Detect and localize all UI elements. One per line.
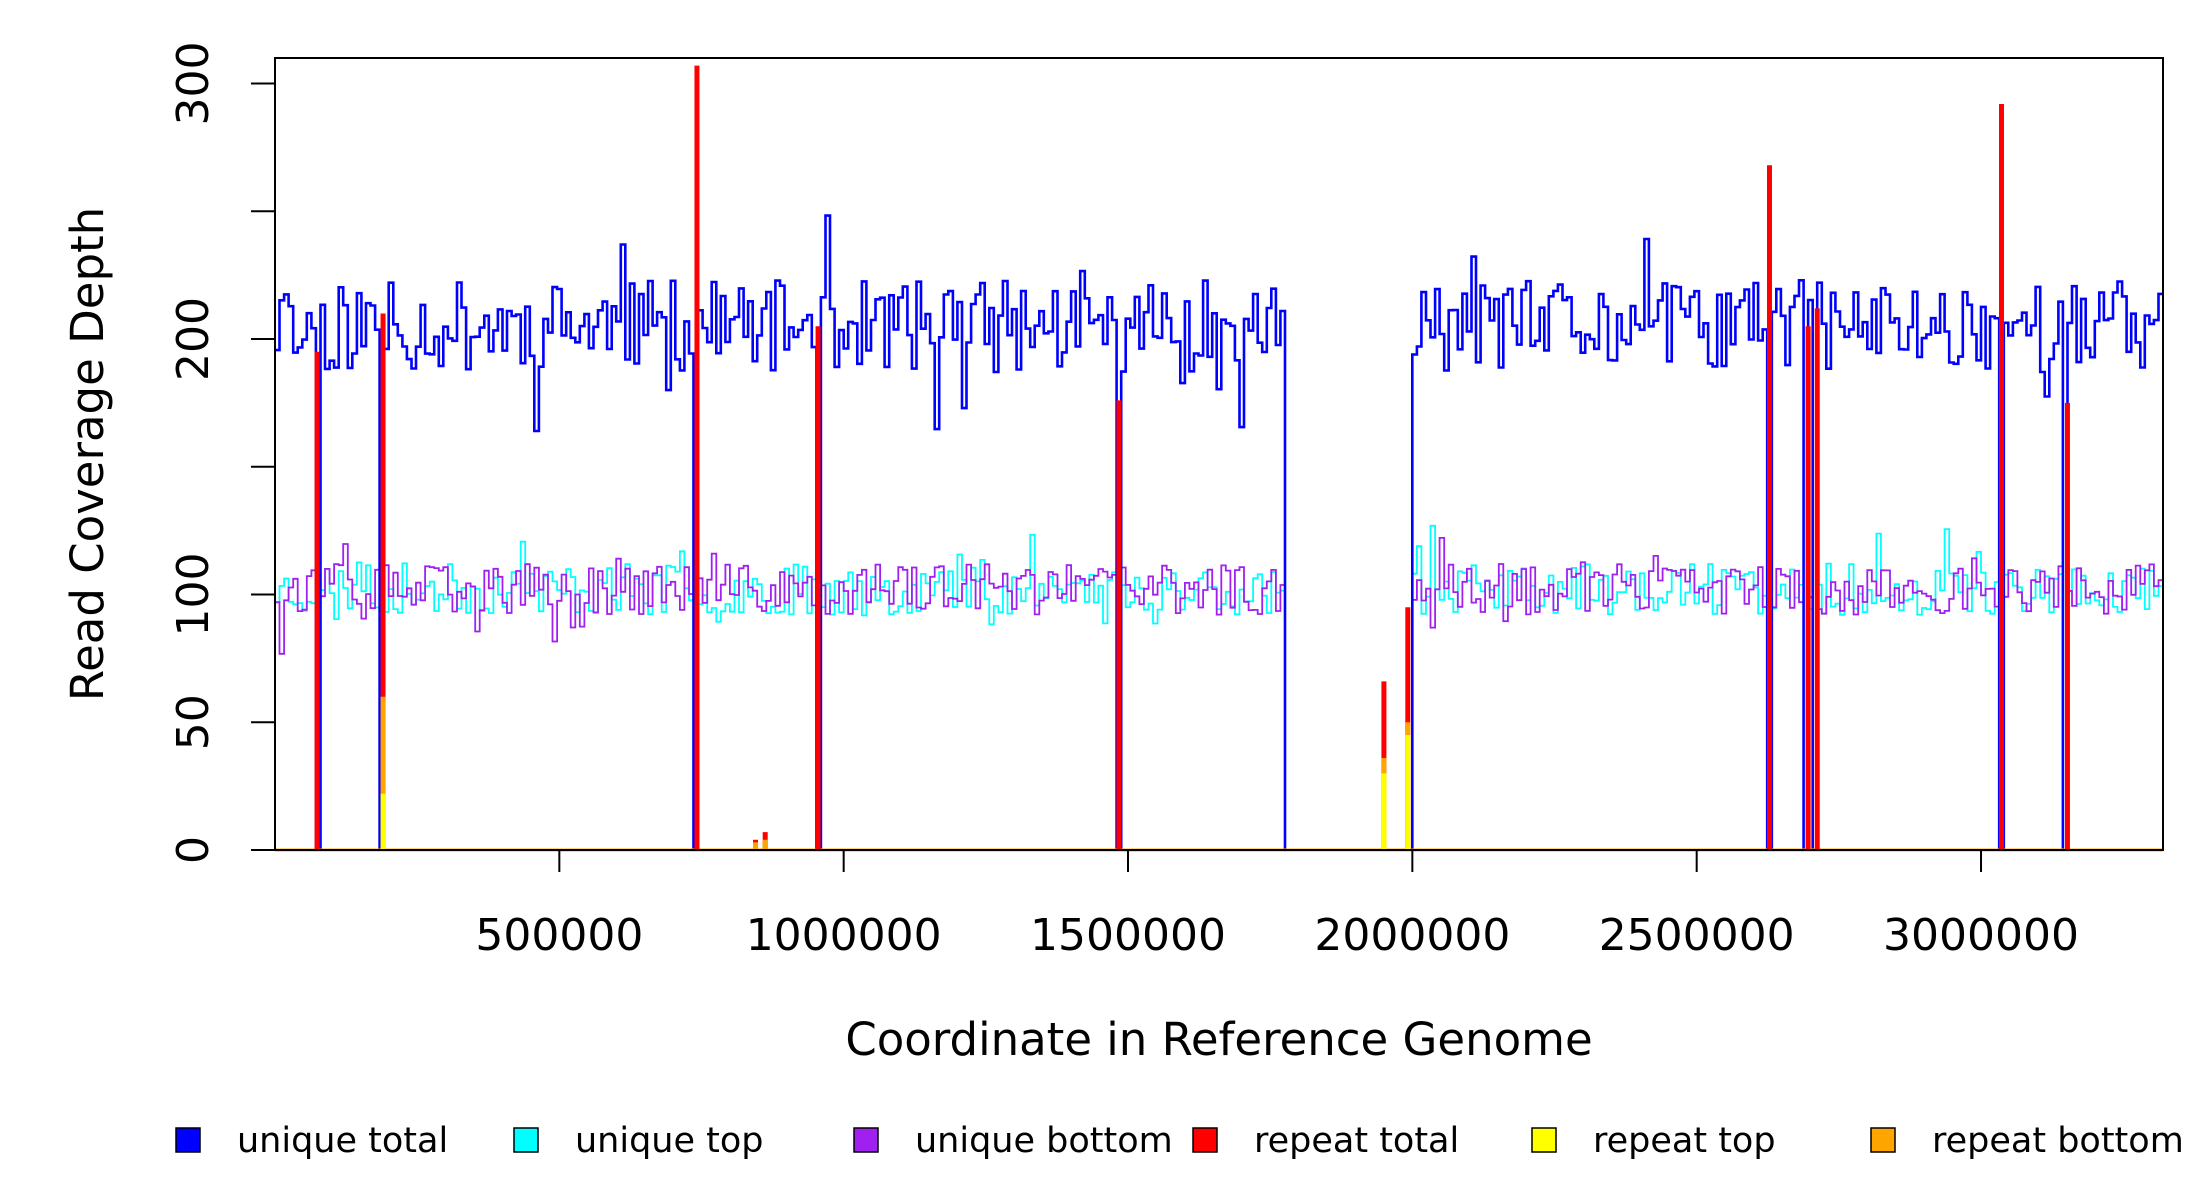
x-tick-label: 3000000 bbox=[1883, 910, 2079, 961]
legend-label: unique top bbox=[575, 1121, 764, 1161]
y-tick-label: 200 bbox=[168, 297, 219, 381]
legend-swatch bbox=[853, 1127, 879, 1153]
y-axis: 0 50 100 200 300 bbox=[168, 42, 276, 864]
x-tick-label: 2500000 bbox=[1599, 910, 1795, 961]
legend-label: repeat total bbox=[1254, 1121, 1459, 1161]
legend-label: unique total bbox=[237, 1121, 448, 1161]
series-unique-total bbox=[275, 214, 2163, 852]
x-tick-label: 500000 bbox=[475, 910, 643, 961]
legend: unique total unique top unique bottom repea… bbox=[175, 1121, 2184, 1161]
legend-label: repeat top bbox=[1593, 1121, 1776, 1161]
y-tick-label: 100 bbox=[168, 553, 219, 637]
y-tick-label: 0 bbox=[168, 836, 219, 864]
y-axis-title: Read Coverage Depth bbox=[61, 207, 114, 701]
series-unique-top bbox=[275, 524, 2163, 851]
plot-frame bbox=[274, 57, 2164, 851]
legend-swatch bbox=[1192, 1127, 1218, 1153]
legend-swatch bbox=[1870, 1127, 1896, 1153]
y-tick-label: 300 bbox=[168, 42, 219, 126]
legend-label: unique bottom bbox=[915, 1121, 1173, 1161]
legend-swatch bbox=[175, 1127, 201, 1153]
x-tick-label: 1000000 bbox=[746, 910, 942, 961]
y-tick-label: 50 bbox=[168, 694, 219, 750]
series-unique-bottom bbox=[275, 537, 2163, 851]
legend-label: repeat bottom bbox=[1932, 1121, 2184, 1161]
x-axis-title: Coordinate in Reference Genome bbox=[845, 1013, 1592, 1066]
series-layer bbox=[275, 65, 2163, 852]
x-axis: 500000 1000000 1500000 2000000 2500000 300000… bbox=[475, 849, 2079, 961]
legend-swatch bbox=[1531, 1127, 1557, 1153]
x-tick-label: 2000000 bbox=[1314, 910, 1510, 961]
legend-swatch bbox=[513, 1127, 539, 1153]
x-tick-label: 1500000 bbox=[1030, 910, 1226, 961]
